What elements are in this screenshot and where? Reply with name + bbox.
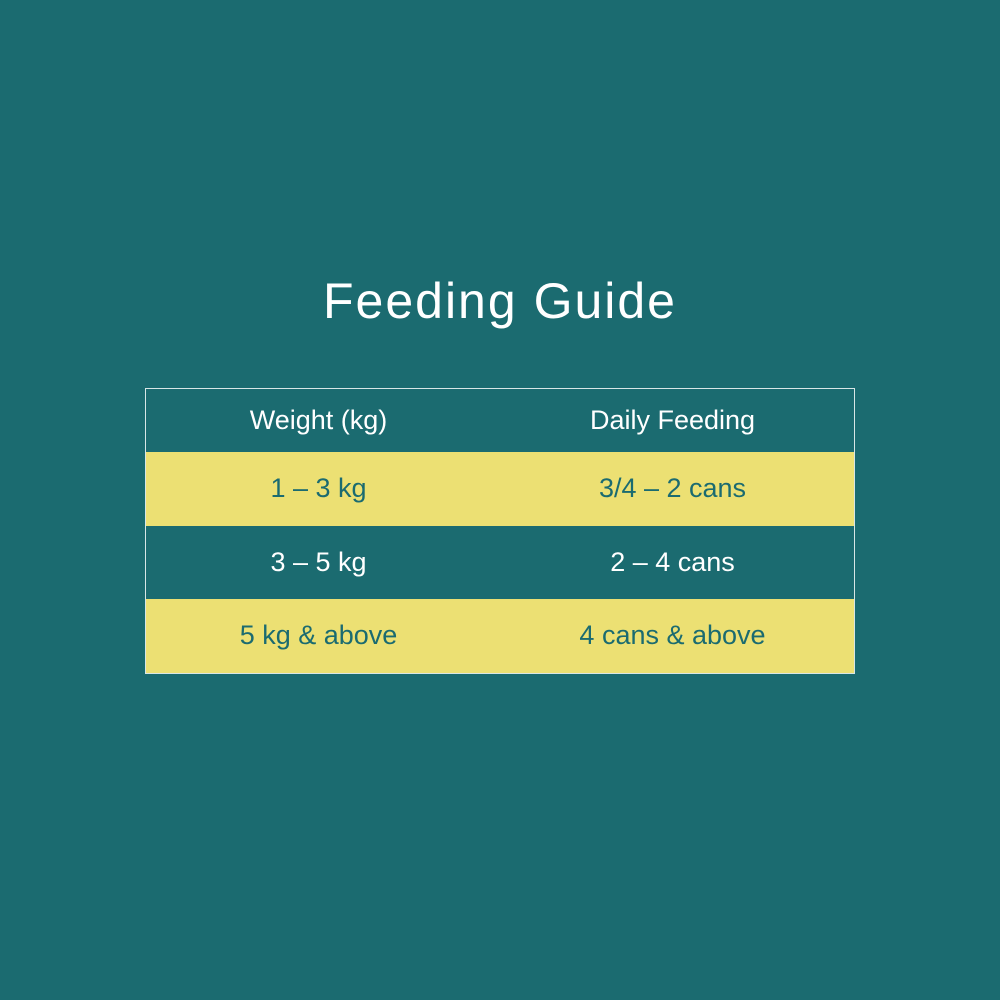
row: 3 – 5 kg 2 – 4 cans [146, 526, 854, 600]
title: Feeding Guide [322, 273, 677, 329]
cell: 5 kg & above [239, 620, 398, 651]
table: Weight (kg) Daily Feeding 1 – 3 kg 3/4 –… [145, 388, 855, 674]
header-cell: Weight (kg) [249, 405, 388, 435]
header-row: Weight (kg) Daily Feeding [146, 389, 854, 452]
cell: 3 – 5 kg [270, 546, 367, 577]
cell: 4 cans & above [579, 620, 766, 651]
header-cell: Daily Feeding [589, 405, 756, 435]
cell: 2 – 4 cans [610, 546, 735, 577]
row: 1 – 3 kg 3/4 – 2 cans [146, 452, 854, 526]
row: 5 kg & above 4 cans & above [146, 599, 854, 673]
cell: 1 – 3 kg [270, 473, 367, 504]
cell: 3/4 – 2 cans [598, 473, 747, 504]
